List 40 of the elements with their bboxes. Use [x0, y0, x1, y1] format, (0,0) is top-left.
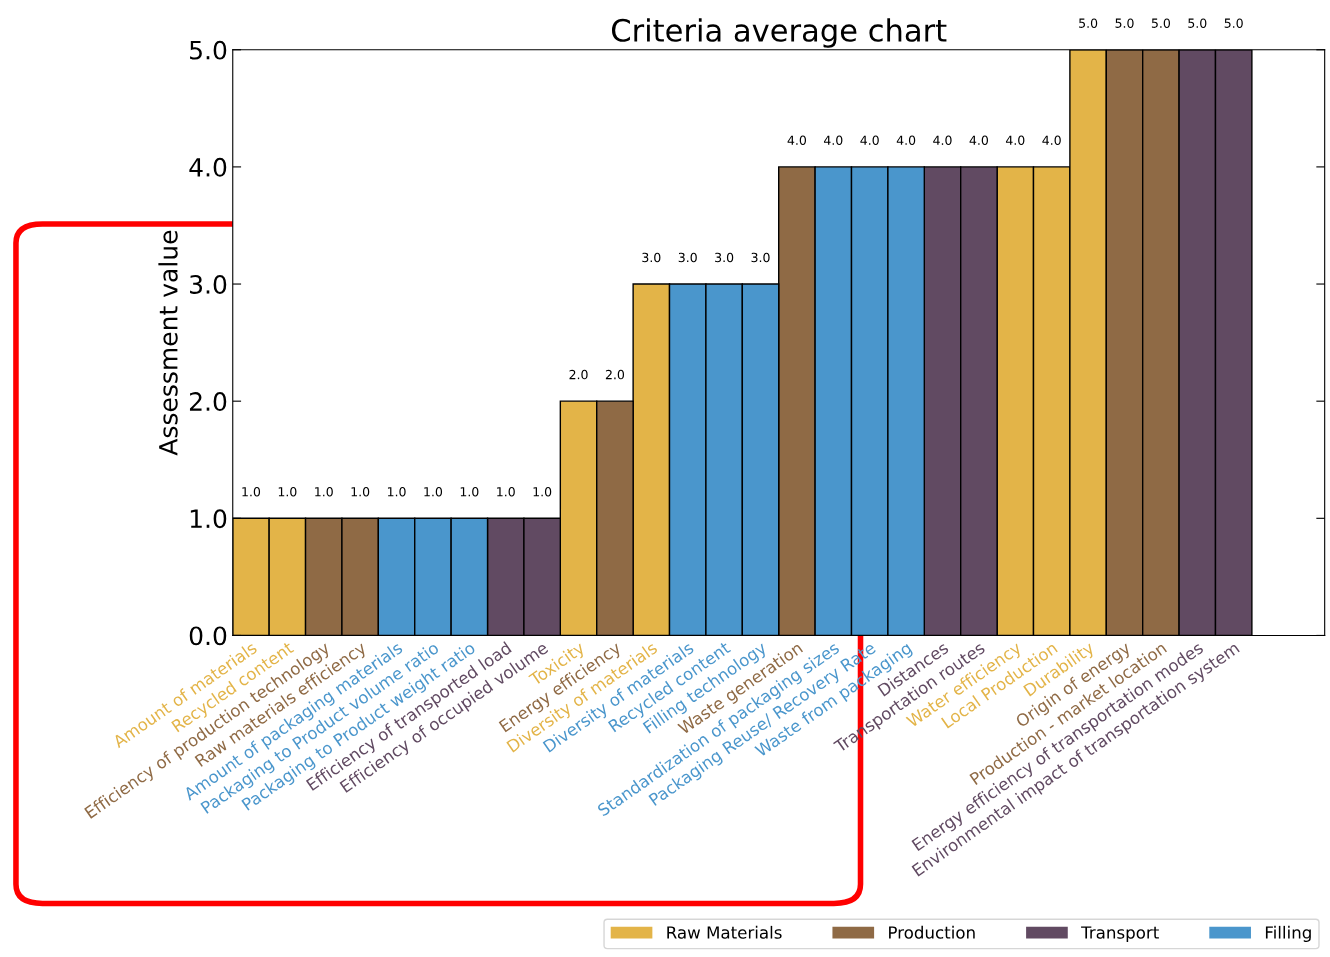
data-label: 2.0	[569, 369, 588, 380]
data-label: 4.0	[823, 135, 843, 146]
data-label: 5.0	[1188, 18, 1207, 28]
data-label: 1.0	[497, 486, 515, 497]
data-label: 4.0	[1042, 135, 1061, 146]
chart-title: Criteria average chart	[611, 18, 947, 48]
legend-label: Transport	[1081, 926, 1159, 942]
legend-label: Filling	[1265, 925, 1311, 942]
data-label: 5.0	[1224, 18, 1243, 28]
data-label: 4.0	[969, 135, 989, 146]
data-label: 3.0	[678, 252, 697, 263]
data-label: 3.0	[642, 252, 661, 263]
data-label: 4.0	[787, 135, 807, 146]
data-label: 1.0	[533, 486, 552, 497]
y-tick-label: 0.0	[189, 626, 227, 646]
y-tick-label: 3.0	[190, 274, 227, 294]
legend-label: Production	[889, 925, 975, 939]
data-label: 4.0	[933, 135, 952, 146]
y-tick-label: 1.0	[190, 509, 227, 529]
data-label: 1.0	[387, 486, 406, 497]
y-tick-label: 4.0	[189, 157, 227, 177]
data-label: 4.0	[896, 135, 916, 146]
legend-label: Raw Materials	[667, 925, 782, 939]
y-tick-label: 5.0	[190, 40, 227, 60]
data-label: 4.0	[860, 135, 879, 146]
data-label: 5.0	[1115, 18, 1134, 28]
y-axis-title: Assessment value	[158, 230, 178, 456]
data-label: 1.0	[278, 486, 297, 497]
data-label: 1.0	[460, 486, 479, 497]
data-label: 3.0	[715, 252, 734, 263]
data-label: 5.0	[1151, 18, 1170, 28]
data-label: 5.0	[1079, 18, 1098, 28]
data-label: 3.0	[751, 252, 770, 263]
y-tick-label: 2.0	[189, 392, 227, 412]
data-label: 1.0	[242, 486, 261, 497]
data-label: 4.0	[1005, 135, 1025, 146]
data-label: 1.0	[315, 486, 333, 497]
data-label: 2.0	[605, 369, 625, 380]
data-label: 1.0	[351, 486, 370, 497]
data-label: 1.0	[424, 486, 443, 497]
